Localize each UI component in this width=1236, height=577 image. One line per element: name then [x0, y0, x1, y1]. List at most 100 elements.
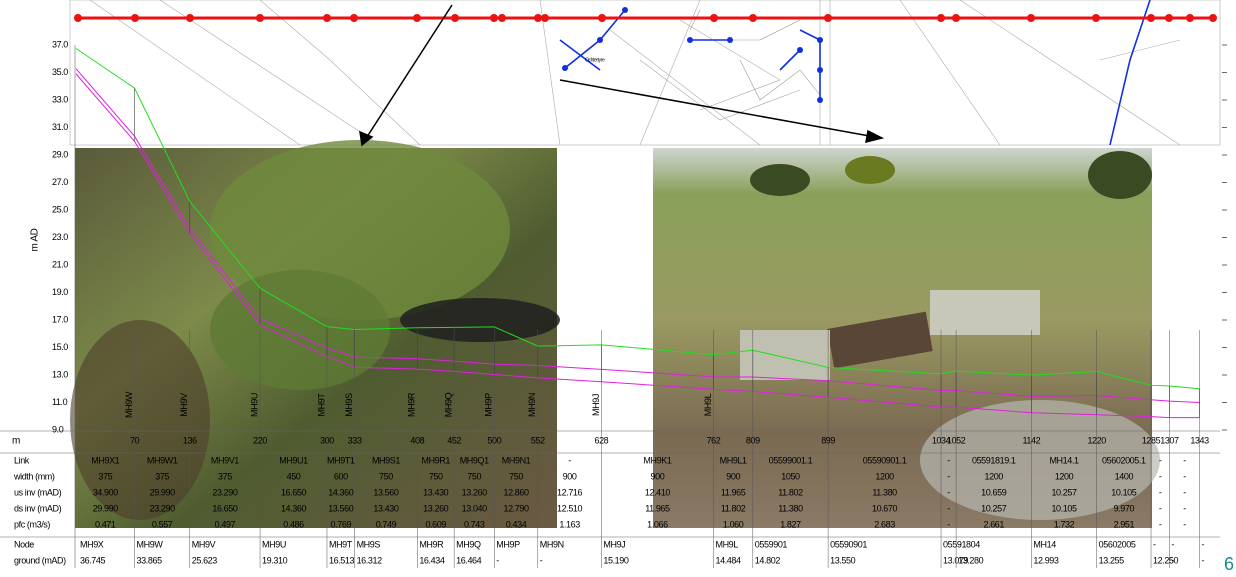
link-cell: 13.260 — [423, 503, 449, 513]
link-cell: - — [1183, 487, 1186, 497]
link-cell: 750 — [429, 471, 443, 481]
node-cell: 16.312 — [357, 555, 383, 565]
link-cell: - — [1159, 455, 1162, 465]
x-tick-label: 1307 — [1160, 435, 1179, 445]
link-cell: 9.970 — [1114, 503, 1135, 513]
node-cell: MH9S — [357, 539, 381, 549]
link-cell: - — [947, 471, 950, 481]
node-cell: 15.190 — [603, 555, 629, 565]
node-cell: - — [496, 555, 499, 565]
node-cell: 05602005 — [1099, 539, 1136, 549]
link-cell: 12.510 — [557, 503, 583, 513]
manhole-label: MH9L — [703, 393, 713, 416]
link-cell: 12.410 — [645, 487, 671, 497]
x-tick-label: 1285 — [1142, 435, 1161, 445]
node-cell: - — [1202, 555, 1205, 565]
node-cell: 16.434 — [419, 555, 445, 565]
link-cell: 10.670 — [872, 503, 898, 513]
node-cell: - — [540, 555, 543, 565]
link-cell: 34.900 — [93, 487, 119, 497]
link-cell: 11.965 — [645, 503, 670, 513]
manhole-label: MH9Q — [444, 392, 454, 417]
node-cell: 13.280 — [958, 555, 984, 565]
link-cell: 16.650 — [281, 487, 307, 497]
node-cell: MH9W — [137, 539, 164, 549]
y-tick-label: 33.0 — [52, 94, 68, 104]
link-cell: 11.802 — [721, 503, 746, 513]
x-tick-label: 762 — [707, 435, 721, 445]
x-tick-label: 408 — [410, 435, 424, 445]
node-cell: MH9P — [496, 539, 520, 549]
link-cell: 1.732 — [1054, 519, 1075, 529]
link-cell: 1400 — [1115, 471, 1134, 481]
link-cell: MH9S1 — [372, 455, 400, 465]
manhole-label: MH9J — [591, 394, 601, 416]
link-cell: 10.257 — [981, 503, 1007, 513]
node-cell: - — [958, 539, 961, 549]
y-tick-label: 29.0 — [52, 149, 68, 159]
link-cell: 10.105 — [1111, 487, 1137, 497]
node-cell: MH9Q — [456, 539, 481, 549]
link-cell: 10.659 — [981, 487, 1007, 497]
x-axis-label: m — [12, 436, 20, 447]
photos — [70, 140, 1160, 528]
row-label: Node — [14, 539, 34, 549]
row-label: width (mm) — [13, 471, 55, 481]
link-cell: MH9X1 — [91, 455, 119, 465]
row-label: Link — [14, 455, 30, 465]
y-tick-label: 23.0 — [52, 232, 68, 242]
link-cell: 0.743 — [464, 519, 485, 529]
link-cell: MH9R1 — [421, 455, 450, 465]
x-tick-label: 333 — [348, 435, 362, 445]
link-cell: 0.749 — [376, 519, 397, 529]
manhole-label: MH9R — [407, 392, 417, 417]
y-tick-label: 19.0 — [52, 287, 68, 297]
node-cell: - — [1171, 539, 1174, 549]
link-cell: 12.790 — [503, 503, 529, 513]
y-tick-label: 13.0 — [52, 369, 68, 379]
page-number: 6 — [1224, 554, 1234, 572]
row-label: ground (mAD) — [14, 555, 66, 565]
link-cell: 11.380 — [872, 487, 897, 497]
row-label: us inv (mAD) — [14, 487, 62, 497]
link-cell: 23.290 — [212, 487, 238, 497]
y-tick-label: 11.0 — [52, 397, 68, 407]
manhole-label: MH9W — [124, 391, 134, 418]
x-tick-label: 552 — [531, 435, 545, 445]
link-cell: - — [1183, 455, 1186, 465]
x-tick-label: 500 — [487, 435, 501, 445]
link-cell: 1200 — [875, 471, 894, 481]
node-cell: 14.484 — [715, 555, 741, 565]
link-cell: 13.430 — [423, 487, 449, 497]
x-tick-label: 899 — [821, 435, 835, 445]
link-cell: 2.661 — [983, 519, 1004, 529]
node-cell: 19.310 — [262, 555, 288, 565]
x-tick-label: 70 — [130, 435, 140, 445]
link-cell: 1.163 — [559, 519, 580, 529]
link-cell: MH14.1 — [1049, 455, 1079, 465]
link-cell: 29.990 — [93, 503, 119, 513]
link-cell: 0.497 — [215, 519, 236, 529]
x-tick-label: 1220 — [1087, 435, 1106, 445]
link-cell: MH9N1 — [502, 455, 531, 465]
y-tick-label: 15.0 — [52, 342, 68, 352]
link-cell: 1200 — [985, 471, 1004, 481]
page: Ochtertyre m AD m 6 9.011.013.015.017.01… — [0, 0, 1236, 577]
manhole-label: MH9V — [179, 393, 189, 417]
link-cell: 750 — [379, 471, 393, 481]
node-cell: MH9R — [419, 539, 444, 549]
link-cell: 375 — [155, 471, 169, 481]
link-cell: 10.257 — [1051, 487, 1077, 497]
y-tick-label: 25.0 — [52, 204, 68, 214]
link-cell: MH9V1 — [211, 455, 239, 465]
node-cell: 36.745 — [80, 555, 106, 565]
link-cell: MH9Q1 — [460, 455, 489, 465]
link-cell: 05599001.1 — [769, 455, 813, 465]
node-cell: 16.513 — [329, 555, 355, 565]
row-label: ds inv (mAD) — [14, 503, 62, 513]
node-cell: 0559901 — [755, 539, 788, 549]
link-cell: - — [947, 487, 950, 497]
node-cell: 33.865 — [137, 555, 163, 565]
link-cell: 16.650 — [212, 503, 238, 513]
link-cell: 12.716 — [557, 487, 583, 497]
